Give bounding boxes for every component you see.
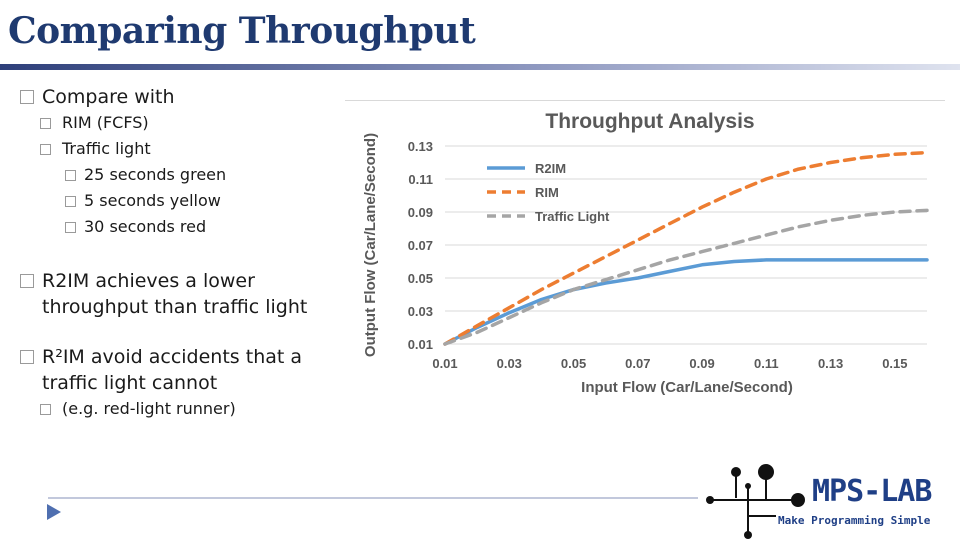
bullet-square-icon: [20, 274, 34, 288]
circuit-node-icon: [706, 464, 805, 539]
bullet-traffic-light: Traffic light: [20, 136, 350, 162]
bullet-square-icon: [65, 222, 76, 233]
bullet-compare: Compare with: [20, 84, 350, 110]
bullet-square-icon: [65, 170, 76, 181]
chart-series: [443, 150, 929, 346]
x-tick-label: 0.15: [882, 356, 907, 371]
y-tick-label: 0.13: [408, 139, 433, 154]
title-underline: [0, 64, 960, 70]
next-slide-arrow-icon[interactable]: [47, 504, 61, 520]
legend-label: RIM: [535, 185, 559, 200]
chart-title: Throughput Analysis: [545, 110, 754, 133]
y-tick-label: 0.11: [408, 172, 433, 187]
bullet-r2im-accidents: R²IM avoid accidents that a traffic ligh…: [20, 344, 350, 396]
series-line-traffic-light: [443, 208, 929, 346]
x-tick-label: 0.13: [818, 356, 843, 371]
bullet-r2im-lower: R2IM achieves a lower throughput than tr…: [20, 268, 350, 320]
bullet-square-icon: [40, 144, 51, 155]
x-tick-label: 0.09: [689, 356, 714, 371]
chart-legend: R2IM RIM Traffic Light: [487, 161, 610, 224]
bullet-yellow: 5 seconds yellow: [20, 188, 350, 214]
series-line-rim: [443, 150, 929, 346]
slide-title: Comparing Throughput: [8, 10, 476, 52]
bullet-example: (e.g. red-light runner): [20, 396, 350, 422]
bullet-r2im-accidents-text: R²IM avoid accidents that a traffic ligh…: [42, 346, 303, 394]
legend-label: Traffic Light: [535, 209, 610, 224]
logo-name: MPS-LAB: [812, 474, 932, 509]
y-axis-tick-labels: 0.01 0.03 0.05 0.07 0.09 0.11 0.13: [408, 139, 433, 352]
bullet-rim: RIM (FCFS): [20, 110, 350, 136]
bullet-square-icon: [20, 90, 34, 104]
bullet-square-icon: [20, 350, 34, 364]
bullet-square-icon: [40, 404, 51, 415]
y-tick-label: 0.01: [408, 337, 433, 352]
bullet-red-text: 30 seconds red: [84, 217, 207, 236]
bullet-green: 25 seconds green: [20, 162, 350, 188]
bullet-r2im-lower-text: R2IM achieves a lower throughput than tr…: [42, 270, 308, 318]
y-axis-title: Output Flow (Car/Lane/Second): [362, 133, 379, 357]
throughput-chart: Throughput Analysis 0.01 0.03 0.05 0.07 0.09…: [345, 100, 945, 396]
bullet-list: Compare with RIM (FCFS) Traffic light 25…: [20, 84, 350, 422]
bullet-red: 30 seconds red: [20, 214, 350, 240]
bullet-yellow-text: 5 seconds yellow: [84, 191, 221, 210]
bullet-green-text: 25 seconds green: [84, 165, 227, 184]
x-tick-label: 0.11: [754, 356, 779, 371]
mps-lab-logo: MPS-LAB Make Programming Simple: [700, 460, 956, 540]
x-axis-tick-labels: 0.01 0.03 0.05 0.07 0.09 0.11 0.13 0.15: [432, 356, 907, 371]
y-tick-label: 0.05: [408, 271, 433, 286]
x-axis-title: Input Flow (Car/Lane/Second): [581, 379, 793, 396]
bullet-traffic-light-text: Traffic light: [62, 139, 151, 158]
bullet-rim-text: RIM (FCFS): [62, 113, 149, 132]
x-tick-label: 0.01: [432, 356, 457, 371]
footer-divider: [48, 497, 698, 499]
y-tick-label: 0.09: [408, 205, 433, 220]
x-tick-label: 0.05: [561, 356, 586, 371]
bullet-compare-text: Compare with: [42, 86, 175, 108]
x-tick-label: 0.07: [625, 356, 650, 371]
series-line-r2im: [443, 258, 929, 346]
legend-label: R2IM: [535, 161, 566, 176]
bullet-square-icon: [65, 196, 76, 207]
y-tick-label: 0.07: [408, 238, 433, 253]
y-tick-label: 0.03: [408, 304, 433, 319]
bullet-square-icon: [40, 118, 51, 129]
logo-tagline: Make Programming Simple: [778, 514, 931, 527]
x-tick-label: 0.03: [497, 356, 522, 371]
bullet-example-text: (e.g. red-light runner): [62, 399, 236, 418]
